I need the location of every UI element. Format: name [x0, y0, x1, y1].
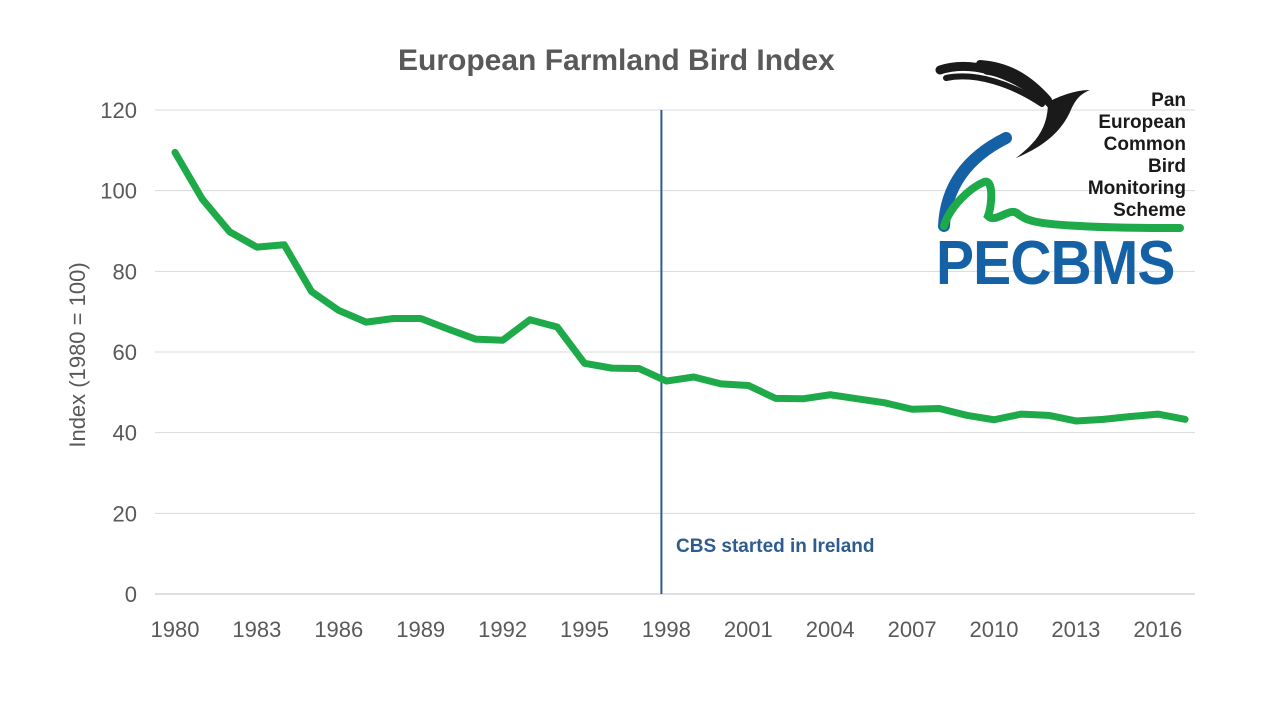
x-tick-labels: 1980 1983 1986 1989 1992 1995 1998 2001 2004 2007… [151, 617, 1183, 642]
y-tick-label: 0 [125, 582, 137, 607]
logo-line: Monitoring [1087, 178, 1186, 199]
annotation-label: CBS started in Ireland [676, 536, 875, 557]
logo-line: Common [1103, 134, 1186, 155]
x-tick-label: 1983 [232, 617, 281, 642]
logo-line: Scheme [1113, 200, 1186, 221]
y-tick-labels: 0 20 40 60 80 100 120 [100, 98, 137, 607]
y-axis-label: Index (1980 = 100) [65, 262, 90, 448]
logo-line: Bird [1148, 156, 1186, 177]
bird-logo-icon [935, 60, 1184, 232]
gridlines [155, 109, 1195, 595]
x-tick-label: 1986 [314, 617, 363, 642]
chart-title: European Farmland Bird Index [398, 44, 835, 77]
x-tick-label: 2010 [970, 617, 1019, 642]
x-tick-label: 2013 [1051, 617, 1100, 642]
series-layer [171, 148, 1189, 425]
series-line [171, 148, 1189, 425]
x-tick-label: 1989 [396, 617, 445, 642]
logo-line: Pan [1151, 90, 1186, 111]
x-tick-label: 1998 [642, 617, 691, 642]
y-tick-label: 20 [113, 501, 137, 526]
x-tick-label: 2016 [1133, 617, 1182, 642]
logo-wordmark: PECBMS [936, 229, 1175, 298]
y-tick-label: 80 [113, 259, 137, 284]
logo-text: Pan European Common Bird Monitoring Sche… [1088, 90, 1186, 222]
y-tick-label: 100 [100, 179, 137, 204]
x-tick-label: 2004 [806, 617, 855, 642]
y-tick-label: 40 [113, 421, 137, 446]
y-tick-label: 120 [100, 98, 137, 123]
pecbms-logo: Pan European Common Bird Monitoring Sche… [930, 56, 1192, 298]
x-tick-label: 1980 [151, 617, 200, 642]
y-tick-label: 60 [113, 340, 137, 365]
x-tick-label: 2007 [888, 617, 937, 642]
x-tick-label: 2001 [724, 617, 773, 642]
x-tick-label: 1995 [560, 617, 609, 642]
logo-line: European [1098, 112, 1186, 133]
x-tick-label: 1992 [478, 617, 527, 642]
